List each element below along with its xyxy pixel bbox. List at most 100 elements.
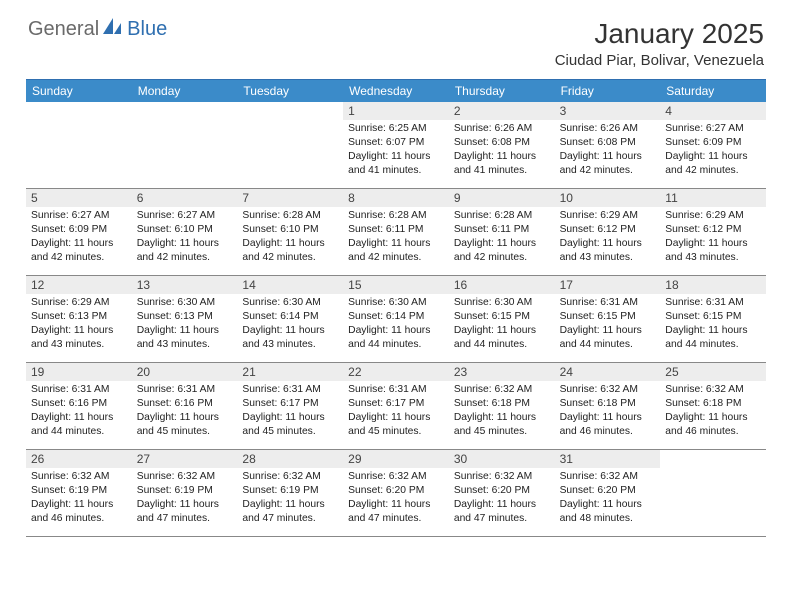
logo-text-blue: Blue bbox=[127, 18, 167, 41]
daylight-text: Daylight: 11 hours and 47 minutes. bbox=[137, 498, 233, 526]
daylight-text: Daylight: 11 hours and 45 minutes. bbox=[348, 411, 444, 439]
day-number: 6 bbox=[132, 189, 238, 207]
sunrise-text: Sunrise: 6:32 AM bbox=[348, 470, 444, 484]
daylight-text: Daylight: 11 hours and 44 minutes. bbox=[348, 324, 444, 352]
sunset-text: Sunset: 6:11 PM bbox=[454, 223, 550, 237]
day-info: Sunrise: 6:25 AMSunset: 6:07 PMDaylight:… bbox=[343, 120, 449, 182]
calendar-cell: 4Sunrise: 6:27 AMSunset: 6:09 PMDaylight… bbox=[660, 102, 766, 188]
sunrise-text: Sunrise: 6:31 AM bbox=[31, 383, 127, 397]
daylight-text: Daylight: 11 hours and 47 minutes. bbox=[454, 498, 550, 526]
daylight-text: Daylight: 11 hours and 42 minutes. bbox=[665, 150, 761, 178]
sunrise-text: Sunrise: 6:32 AM bbox=[242, 470, 338, 484]
sunset-text: Sunset: 6:09 PM bbox=[31, 223, 127, 237]
calendar-cell: 18Sunrise: 6:31 AMSunset: 6:15 PMDayligh… bbox=[660, 276, 766, 362]
sunset-text: Sunset: 6:14 PM bbox=[348, 310, 444, 324]
calendar-cell: 19Sunrise: 6:31 AMSunset: 6:16 PMDayligh… bbox=[26, 363, 132, 449]
sunset-text: Sunset: 6:20 PM bbox=[454, 484, 550, 498]
weeks-container: 1Sunrise: 6:25 AMSunset: 6:07 PMDaylight… bbox=[26, 102, 766, 537]
daylight-text: Daylight: 11 hours and 42 minutes. bbox=[348, 237, 444, 265]
day-info: Sunrise: 6:29 AMSunset: 6:13 PMDaylight:… bbox=[26, 294, 132, 356]
day-number: 22 bbox=[343, 363, 449, 381]
day-info: Sunrise: 6:32 AMSunset: 6:18 PMDaylight:… bbox=[449, 381, 555, 443]
calendar-cell bbox=[660, 450, 766, 536]
sunset-text: Sunset: 6:16 PM bbox=[137, 397, 233, 411]
sunset-text: Sunset: 6:14 PM bbox=[242, 310, 338, 324]
sunset-text: Sunset: 6:12 PM bbox=[665, 223, 761, 237]
day-number: 31 bbox=[555, 450, 661, 468]
daylight-text: Daylight: 11 hours and 43 minutes. bbox=[665, 237, 761, 265]
sunset-text: Sunset: 6:12 PM bbox=[560, 223, 656, 237]
sunrise-text: Sunrise: 6:30 AM bbox=[348, 296, 444, 310]
calendar-cell: 22Sunrise: 6:31 AMSunset: 6:17 PMDayligh… bbox=[343, 363, 449, 449]
day-number: 27 bbox=[132, 450, 238, 468]
daylight-text: Daylight: 11 hours and 46 minutes. bbox=[560, 411, 656, 439]
calendar-cell: 24Sunrise: 6:32 AMSunset: 6:18 PMDayligh… bbox=[555, 363, 661, 449]
sunset-text: Sunset: 6:18 PM bbox=[560, 397, 656, 411]
calendar-cell bbox=[132, 102, 238, 188]
daylight-text: Daylight: 11 hours and 48 minutes. bbox=[560, 498, 656, 526]
sunrise-text: Sunrise: 6:31 AM bbox=[560, 296, 656, 310]
calendar-cell: 30Sunrise: 6:32 AMSunset: 6:20 PMDayligh… bbox=[449, 450, 555, 536]
day-number: 24 bbox=[555, 363, 661, 381]
calendar-cell: 31Sunrise: 6:32 AMSunset: 6:20 PMDayligh… bbox=[555, 450, 661, 536]
week-row: 1Sunrise: 6:25 AMSunset: 6:07 PMDaylight… bbox=[26, 102, 766, 189]
logo: General Blue bbox=[28, 18, 167, 41]
day-info: Sunrise: 6:31 AMSunset: 6:16 PMDaylight:… bbox=[132, 381, 238, 443]
daylight-text: Daylight: 11 hours and 43 minutes. bbox=[137, 324, 233, 352]
day-header-monday: Monday bbox=[132, 80, 238, 102]
sunrise-text: Sunrise: 6:26 AM bbox=[454, 122, 550, 136]
sunset-text: Sunset: 6:15 PM bbox=[454, 310, 550, 324]
day-header-friday: Friday bbox=[555, 80, 661, 102]
day-header-sunday: Sunday bbox=[26, 80, 132, 102]
day-info: Sunrise: 6:32 AMSunset: 6:19 PMDaylight:… bbox=[132, 468, 238, 530]
sunrise-text: Sunrise: 6:29 AM bbox=[665, 209, 761, 223]
sunrise-text: Sunrise: 6:27 AM bbox=[665, 122, 761, 136]
calendar-cell: 17Sunrise: 6:31 AMSunset: 6:15 PMDayligh… bbox=[555, 276, 661, 362]
day-info: Sunrise: 6:32 AMSunset: 6:18 PMDaylight:… bbox=[660, 381, 766, 443]
day-number: 1 bbox=[343, 102, 449, 120]
sunset-text: Sunset: 6:11 PM bbox=[348, 223, 444, 237]
sunrise-text: Sunrise: 6:27 AM bbox=[31, 209, 127, 223]
day-number: 21 bbox=[237, 363, 343, 381]
calendar-cell: 25Sunrise: 6:32 AMSunset: 6:18 PMDayligh… bbox=[660, 363, 766, 449]
sunset-text: Sunset: 6:10 PM bbox=[137, 223, 233, 237]
daylight-text: Daylight: 11 hours and 44 minutes. bbox=[31, 411, 127, 439]
calendar-cell: 6Sunrise: 6:27 AMSunset: 6:10 PMDaylight… bbox=[132, 189, 238, 275]
sunrise-text: Sunrise: 6:27 AM bbox=[137, 209, 233, 223]
daylight-text: Daylight: 11 hours and 44 minutes. bbox=[665, 324, 761, 352]
daylight-text: Daylight: 11 hours and 44 minutes. bbox=[560, 324, 656, 352]
daylight-text: Daylight: 11 hours and 45 minutes. bbox=[454, 411, 550, 439]
day-info: Sunrise: 6:28 AMSunset: 6:10 PMDaylight:… bbox=[237, 207, 343, 269]
sunrise-text: Sunrise: 6:31 AM bbox=[242, 383, 338, 397]
day-info: Sunrise: 6:29 AMSunset: 6:12 PMDaylight:… bbox=[555, 207, 661, 269]
sunrise-text: Sunrise: 6:28 AM bbox=[242, 209, 338, 223]
sunrise-text: Sunrise: 6:28 AM bbox=[454, 209, 550, 223]
calendar-cell: 23Sunrise: 6:32 AMSunset: 6:18 PMDayligh… bbox=[449, 363, 555, 449]
day-number: 3 bbox=[555, 102, 661, 120]
location-text: Ciudad Piar, Bolivar, Venezuela bbox=[555, 52, 764, 69]
day-number: 20 bbox=[132, 363, 238, 381]
calendar-cell: 7Sunrise: 6:28 AMSunset: 6:10 PMDaylight… bbox=[237, 189, 343, 275]
day-number: 4 bbox=[660, 102, 766, 120]
week-row: 19Sunrise: 6:31 AMSunset: 6:16 PMDayligh… bbox=[26, 363, 766, 450]
day-info: Sunrise: 6:30 AMSunset: 6:14 PMDaylight:… bbox=[343, 294, 449, 356]
daylight-text: Daylight: 11 hours and 45 minutes. bbox=[242, 411, 338, 439]
logo-sail-icon bbox=[103, 18, 125, 41]
sunset-text: Sunset: 6:19 PM bbox=[31, 484, 127, 498]
day-number: 17 bbox=[555, 276, 661, 294]
sunrise-text: Sunrise: 6:32 AM bbox=[665, 383, 761, 397]
day-number: 23 bbox=[449, 363, 555, 381]
daylight-text: Daylight: 11 hours and 42 minutes. bbox=[560, 150, 656, 178]
day-number: 11 bbox=[660, 189, 766, 207]
calendar-cell: 14Sunrise: 6:30 AMSunset: 6:14 PMDayligh… bbox=[237, 276, 343, 362]
logo-text-general: General bbox=[28, 18, 99, 41]
calendar-cell: 2Sunrise: 6:26 AMSunset: 6:08 PMDaylight… bbox=[449, 102, 555, 188]
day-info: Sunrise: 6:30 AMSunset: 6:13 PMDaylight:… bbox=[132, 294, 238, 356]
day-info: Sunrise: 6:32 AMSunset: 6:19 PMDaylight:… bbox=[26, 468, 132, 530]
day-info: Sunrise: 6:31 AMSunset: 6:16 PMDaylight:… bbox=[26, 381, 132, 443]
day-header-wednesday: Wednesday bbox=[343, 80, 449, 102]
calendar-cell: 28Sunrise: 6:32 AMSunset: 6:19 PMDayligh… bbox=[237, 450, 343, 536]
day-info: Sunrise: 6:26 AMSunset: 6:08 PMDaylight:… bbox=[555, 120, 661, 182]
sunrise-text: Sunrise: 6:31 AM bbox=[348, 383, 444, 397]
daylight-text: Daylight: 11 hours and 42 minutes. bbox=[242, 237, 338, 265]
